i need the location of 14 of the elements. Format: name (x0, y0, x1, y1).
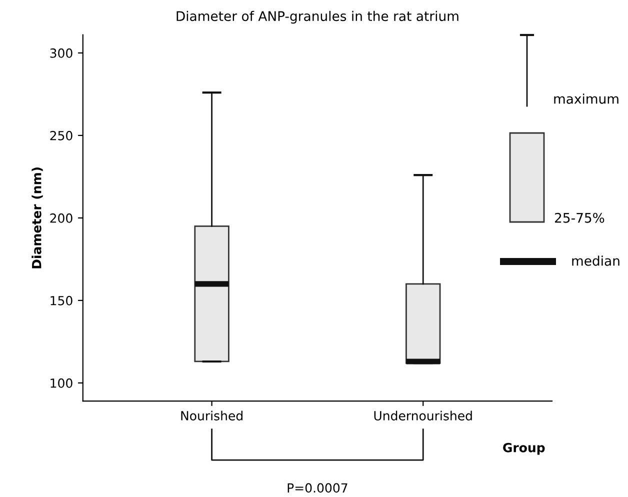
text: median (572, 256, 620, 266)
text: P=0.0007 (288, 483, 348, 493)
y-tick-label: 150 (50, 296, 72, 306)
text: 25-75% (554, 212, 604, 223)
y-axis-title: Diameter (nm) (32, 168, 43, 268)
x-axis-title: Group (503, 442, 545, 455)
y-tick-label: 200 (50, 213, 72, 223)
y-tick-label: 250 (50, 130, 72, 140)
y-tick-label: 100 (50, 378, 72, 388)
x-tick-label: Nourished (181, 410, 242, 420)
chart-title: Diameter of ANP-granules in the rat atrium (176, 10, 458, 24)
x-tick-label: Undernourished (374, 410, 472, 420)
y-tick-label: 300 (50, 48, 72, 58)
text: maximum (554, 94, 618, 104)
